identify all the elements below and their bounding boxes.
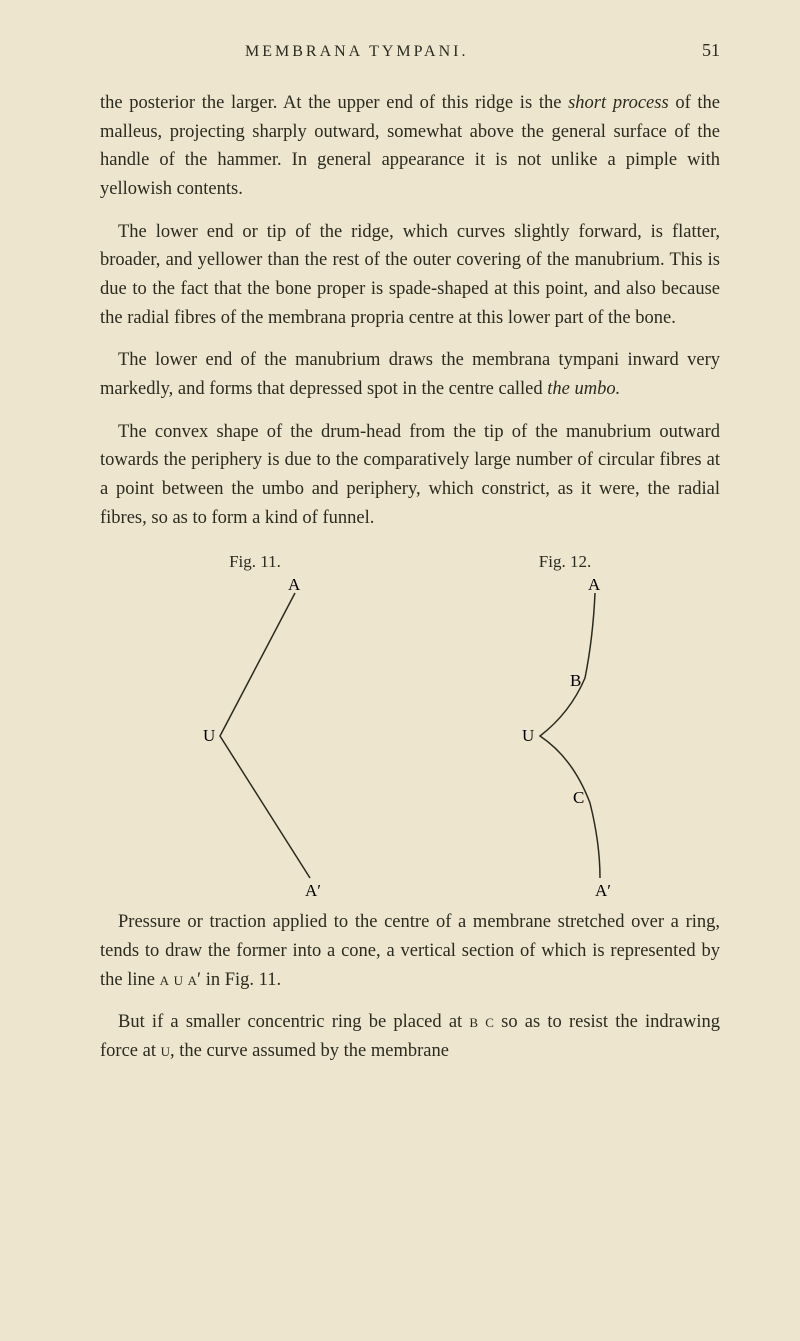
fig12-path xyxy=(540,593,600,878)
p6-sc2: u xyxy=(161,1041,170,1061)
p6-text-end: , the curve assumed by the membrane xyxy=(170,1041,449,1061)
page-number: 51 xyxy=(702,40,720,61)
p6-sc1: b c xyxy=(469,1012,494,1032)
paragraph-5: Pressure or traction applied to the cent… xyxy=(100,908,720,994)
p6-text-start: But if a smaller concentric ring be plac… xyxy=(118,1012,469,1032)
fig11-label-a: A xyxy=(288,578,301,594)
fig12-label-u: U xyxy=(522,726,534,745)
paragraph-6: But if a smaller concentric ring be plac… xyxy=(100,1008,720,1065)
p2-text: The lower end or tip of the ridge, which… xyxy=(100,222,720,328)
fig11-path xyxy=(220,593,310,878)
figure-11: Fig. 11. A U A′ xyxy=(155,552,355,898)
paragraph-4: The convex shape of the drum-head from t… xyxy=(100,418,720,533)
p1-text-start: the posterior the larger. At the upper e… xyxy=(100,93,568,113)
paragraph-3: The lower end of the manubrium draws the… xyxy=(100,346,720,403)
page-header: MEMBRANA TYMPANI. 51 xyxy=(100,40,720,61)
p1-italic: short process xyxy=(568,93,669,113)
fig11-label-a-prime: A′ xyxy=(305,881,321,898)
figure-11-caption: Fig. 11. xyxy=(229,552,281,572)
p3-italic: the umbo. xyxy=(547,379,620,399)
fig12-label-a-prime: A′ xyxy=(595,881,611,898)
figure-12: Fig. 12. A B U C A′ xyxy=(465,552,665,898)
fig11-label-u: U xyxy=(203,726,215,745)
p3-text-start: The lower end of the manubrium draws the… xyxy=(100,350,720,399)
figure-11-svg: A U A′ xyxy=(155,578,355,898)
fig12-label-c: C xyxy=(573,788,584,807)
p4-text: The convex shape of the drum-head from t… xyxy=(100,422,720,528)
header-title: MEMBRANA TYMPANI. xyxy=(245,43,468,61)
fig12-label-b: B xyxy=(570,671,581,690)
paragraph-2: The lower end or tip of the ridge, which… xyxy=(100,218,720,333)
fig12-label-a: A xyxy=(588,578,601,594)
p5-text-mid: in Fig. 11. xyxy=(201,970,281,990)
paragraph-1: the posterior the larger. At the upper e… xyxy=(100,89,720,204)
p5-sc1: a u a′ xyxy=(160,970,201,990)
figures-row: Fig. 11. A U A′ Fig. 12. A B U C A′ xyxy=(100,552,720,898)
figure-12-caption: Fig. 12. xyxy=(539,552,591,572)
figure-12-svg: A B U C A′ xyxy=(465,578,665,898)
